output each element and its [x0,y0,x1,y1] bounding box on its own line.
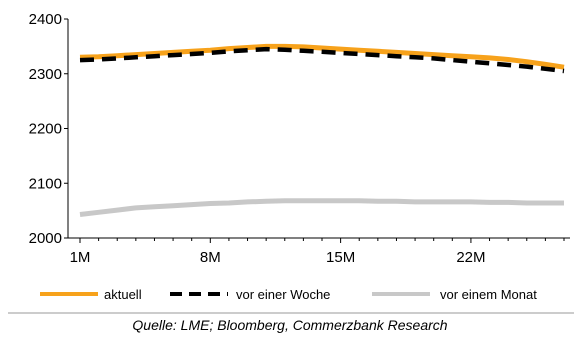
x-tick-label: 22M [456,249,485,266]
legend-label-3: vor einem Monat [440,287,537,302]
y-axis-ticks: 2000 2100 2200 2300 2400 [29,11,68,247]
source-note: Quelle: LME; Bloomberg, Commerzbank Rese… [132,317,448,333]
x-tick-label: 1M [70,249,91,266]
y-tick-label: 2400 [29,11,62,28]
series-line-2 [79,46,565,74]
legend-label-2: vor einer Woche [236,287,330,302]
series-line-1 [79,43,565,70]
y-tick-label: 2100 [29,175,62,192]
x-axis-ticks: 1M 8M 15M 22M [70,238,565,266]
legend: aktuell vor einer Woche vor einem Monat [40,287,537,302]
y-tick-label: 2200 [29,121,62,138]
y-tick-label: 2300 [29,66,62,83]
legend-label-1: aktuell [104,287,142,302]
x-tick-label: 15M [326,249,355,266]
x-tick-label: 8M [200,249,221,266]
series-layer [79,43,565,217]
series-line-3 [79,198,564,217]
y-tick-label: 2000 [29,230,62,247]
